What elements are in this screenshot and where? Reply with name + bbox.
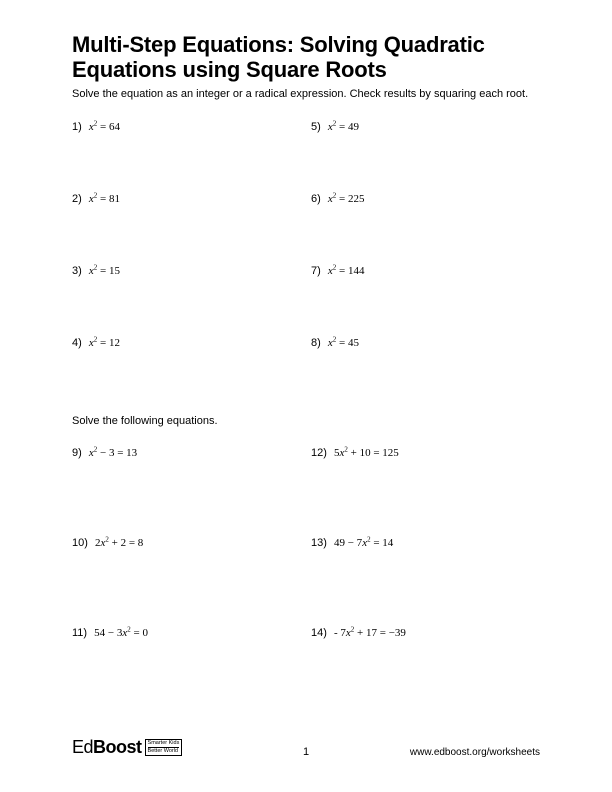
logo-boost: Boost [93, 737, 142, 758]
problem-equation: x2 = 49 [328, 121, 359, 133]
problem-equation: - 7x2 + 17 = −39 [334, 627, 406, 639]
problem: 12) 5x2 + 10 = 125 [311, 445, 540, 535]
problem-number: 7) [311, 265, 324, 277]
section-1: 1) x2 = 642) x2 = 813) x2 = 154) x2 = 12… [72, 119, 540, 407]
problem-equation: x2 = 15 [89, 265, 120, 277]
section-2-left: 9) x2 − 3 = 1310) 2x2 + 2 = 811) 54 − 3x… [72, 445, 301, 715]
footer-url: www.edboost.org/worksheets [410, 747, 540, 758]
problem: 5) x2 = 49 [311, 119, 540, 191]
section-2: 9) x2 − 3 = 1310) 2x2 + 2 = 811) 54 − 3x… [72, 445, 540, 715]
problem-equation: x2 = 45 [328, 337, 359, 349]
section-1-left: 1) x2 = 642) x2 = 813) x2 = 154) x2 = 12 [72, 119, 301, 407]
section-2-label: Solve the following equations. [72, 415, 540, 427]
problem: 10) 2x2 + 2 = 8 [72, 535, 301, 625]
problem-equation: 49 − 7x2 = 14 [334, 537, 393, 549]
problem-number: 11) [72, 627, 90, 639]
problem-equation: x2 = 225 [328, 193, 365, 205]
problem-equation: x2 = 64 [89, 121, 120, 133]
problem-equation: x2 = 81 [89, 193, 120, 205]
problem: 8) x2 = 45 [311, 335, 540, 407]
problem-number: 8) [311, 337, 324, 349]
logo-ed: Ed [72, 737, 93, 758]
problem-equation: x2 = 12 [89, 337, 120, 349]
problem-number: 3) [72, 265, 85, 277]
problem-number: 4) [72, 337, 85, 349]
problem: 6) x2 = 225 [311, 191, 540, 263]
problem-equation: 2x2 + 2 = 8 [95, 537, 143, 549]
problem-number: 12) [311, 447, 330, 459]
problem: 3) x2 = 15 [72, 263, 301, 335]
instructions: Solve the equation as an integer or a ra… [72, 87, 540, 101]
problem: 14) - 7x2 + 17 = −39 [311, 625, 540, 715]
problem-equation: 54 − 3x2 = 0 [94, 627, 148, 639]
problem: 2) x2 = 81 [72, 191, 301, 263]
page-number: 1 [303, 746, 309, 758]
problem-equation: 5x2 + 10 = 125 [334, 447, 399, 459]
page-title: Multi-Step Equations: Solving Quadratic … [72, 32, 540, 83]
problem: 9) x2 − 3 = 13 [72, 445, 301, 535]
problem-number: 2) [72, 193, 85, 205]
problem-number: 6) [311, 193, 324, 205]
problem-equation: x2 − 3 = 13 [89, 447, 137, 459]
section-1-right: 5) x2 = 496) x2 = 2257) x2 = 1448) x2 = … [311, 119, 540, 407]
logo-tagline: Smarter Kids Better World [145, 739, 183, 756]
logo-tag-1: Smarter Kids [148, 741, 180, 748]
logo-tag-2: Better World [148, 749, 180, 755]
problem-number: 13) [311, 537, 330, 549]
footer: EdBoost Smarter Kids Better World 1 www.… [72, 737, 540, 758]
problem-number: 5) [311, 121, 324, 133]
problem-equation: x2 = 144 [328, 265, 365, 277]
problem: 13) 49 − 7x2 = 14 [311, 535, 540, 625]
logo: EdBoost Smarter Kids Better World [72, 737, 182, 758]
problem: 4) x2 = 12 [72, 335, 301, 407]
problem-number: 9) [72, 447, 85, 459]
problem-number: 1) [72, 121, 85, 133]
problem: 11) 54 − 3x2 = 0 [72, 625, 301, 715]
problem: 7) x2 = 144 [311, 263, 540, 335]
problem-number: 14) [311, 627, 330, 639]
problem-number: 10) [72, 537, 91, 549]
section-2-right: 12) 5x2 + 10 = 12513) 49 − 7x2 = 1414) -… [311, 445, 540, 715]
problem: 1) x2 = 64 [72, 119, 301, 191]
